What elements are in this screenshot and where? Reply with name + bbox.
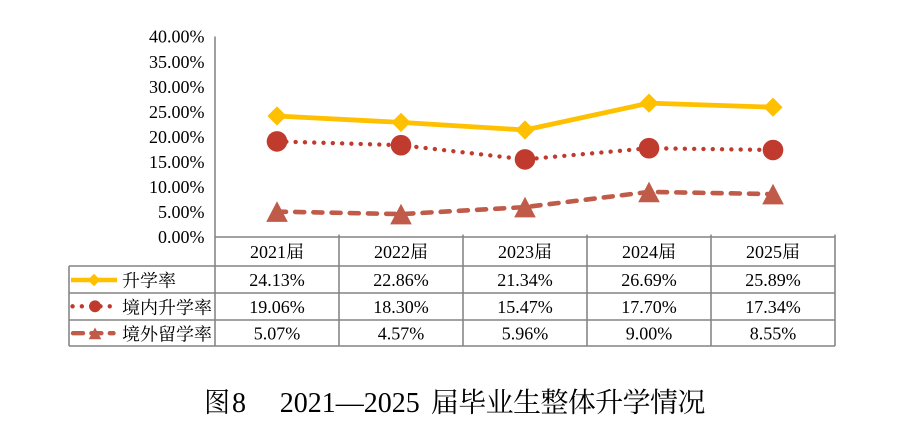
svg-text:10.00%: 10.00% (149, 177, 205, 197)
svg-text:21.34%: 21.34% (497, 270, 553, 290)
svg-text:35.00%: 35.00% (149, 52, 205, 72)
svg-text:22.86%: 22.86% (373, 270, 429, 290)
svg-text:15.47%: 15.47% (497, 297, 553, 317)
svg-text:5.96%: 5.96% (502, 324, 549, 344)
svg-text:25.89%: 25.89% (745, 270, 801, 290)
svg-text:2023: 2023 (498, 242, 534, 262)
svg-text:5.00%: 5.00% (158, 202, 205, 222)
svg-text:15.00%: 15.00% (149, 152, 205, 172)
svg-text:2025: 2025 (746, 242, 782, 262)
svg-text:8.55%: 8.55% (750, 324, 797, 344)
svg-text:24.13%: 24.13% (249, 270, 305, 290)
svg-text:9.00%: 9.00% (626, 324, 673, 344)
svg-text:2021—2025: 2021—2025 (280, 388, 420, 419)
svg-text:17.34%: 17.34% (745, 297, 801, 317)
svg-text:2024: 2024 (622, 242, 658, 262)
svg-text:2021: 2021 (250, 242, 286, 262)
svg-text:26.69%: 26.69% (621, 270, 677, 290)
svg-text:5.07%: 5.07% (254, 324, 301, 344)
svg-text:8: 8 (232, 388, 246, 419)
svg-text:40.00%: 40.00% (149, 27, 205, 47)
svg-text:18.30%: 18.30% (373, 297, 429, 317)
svg-text:25.00%: 25.00% (149, 102, 205, 122)
svg-text:17.70%: 17.70% (621, 297, 677, 317)
svg-text:20.00%: 20.00% (149, 127, 205, 147)
svg-text:30.00%: 30.00% (149, 77, 205, 97)
svg-text:4.57%: 4.57% (378, 324, 425, 344)
svg-text:19.06%: 19.06% (249, 297, 305, 317)
svg-text:0.00%: 0.00% (158, 227, 205, 247)
svg-text:2022: 2022 (374, 242, 410, 262)
